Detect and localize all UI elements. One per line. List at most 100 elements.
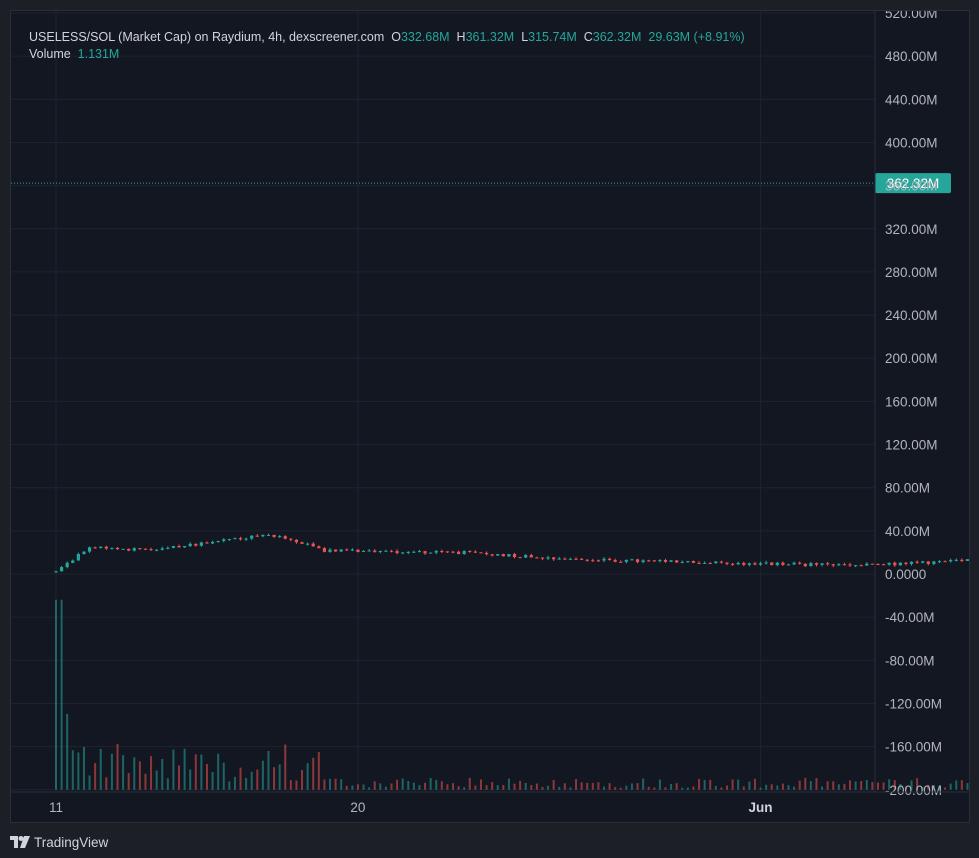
volume-bar bbox=[658, 779, 661, 790]
candle-body bbox=[619, 561, 623, 563]
candle-body bbox=[373, 550, 377, 552]
candle-body bbox=[898, 562, 902, 566]
candle-body bbox=[294, 539, 299, 543]
volume-bar bbox=[390, 783, 393, 790]
volume-bar bbox=[94, 763, 97, 790]
candle-body bbox=[512, 554, 517, 558]
candle-body bbox=[602, 558, 606, 561]
candle-body bbox=[624, 559, 628, 562]
volume-bar bbox=[709, 779, 712, 790]
volume-bar bbox=[502, 784, 505, 790]
candle-body bbox=[244, 538, 248, 540]
volume-bar bbox=[144, 773, 147, 790]
volume-bar bbox=[368, 787, 371, 790]
candle-body bbox=[417, 551, 422, 553]
volume-bar bbox=[904, 786, 907, 790]
y-tick-label: -80.00M bbox=[885, 653, 935, 668]
volume-bar bbox=[401, 778, 404, 790]
volume-bar bbox=[222, 762, 225, 790]
chart-legend: USELESS/SOL (Market Cap) on Raydium, 4h,… bbox=[29, 29, 745, 63]
grid bbox=[11, 11, 875, 792]
volume-bar bbox=[781, 783, 784, 790]
y-tick-label: -200.00M bbox=[885, 783, 942, 798]
volume-bar bbox=[552, 779, 555, 790]
candle-body bbox=[121, 548, 125, 550]
volume-bar bbox=[110, 753, 113, 790]
volume-bar bbox=[686, 787, 689, 790]
candle-body bbox=[65, 562, 69, 568]
candle-body bbox=[317, 546, 321, 549]
volume-bar bbox=[558, 786, 561, 790]
volume-bar bbox=[563, 783, 566, 790]
candle-body bbox=[949, 559, 953, 562]
price-chart[interactable]: 362.32M 520.00M 480.00M 440.00M 400.00M 360.… bbox=[11, 11, 969, 822]
volume-bar bbox=[513, 783, 516, 790]
volume-bar bbox=[301, 769, 304, 790]
volume-bar bbox=[485, 785, 488, 790]
y-tick-label: 0.0000 bbox=[885, 567, 926, 582]
volume-bar bbox=[960, 780, 963, 790]
legend-low-value: 315.74M bbox=[528, 30, 577, 44]
volume-bar bbox=[681, 787, 684, 790]
candle-body bbox=[546, 557, 550, 559]
candle-body bbox=[188, 543, 192, 547]
volume-bar bbox=[932, 785, 935, 790]
candle-body bbox=[652, 560, 656, 562]
volume-bar bbox=[245, 777, 248, 790]
volume-bar bbox=[826, 781, 829, 790]
tradingview-logo-icon bbox=[10, 836, 30, 848]
volume-bar bbox=[284, 744, 287, 790]
volume-bar bbox=[597, 782, 600, 790]
volume-bar bbox=[664, 787, 667, 790]
y-axis[interactable]: 520.00M 480.00M 440.00M 400.00M 360.00M 320.0… bbox=[874, 11, 942, 798]
volume-bar bbox=[116, 744, 119, 790]
volume-bar bbox=[211, 771, 214, 790]
legend-volume-label: Volume bbox=[29, 47, 71, 61]
legend-volume-row: Volume 1.131M bbox=[29, 46, 745, 63]
legend-ohlc-row: USELESS/SOL (Market Cap) on Raydium, 4h,… bbox=[29, 29, 745, 46]
volume-bar bbox=[530, 785, 533, 790]
volume-bar bbox=[899, 783, 902, 790]
volume-bar bbox=[189, 769, 192, 790]
y-tick-label: 240.00M bbox=[885, 308, 938, 323]
volume-bar bbox=[468, 777, 471, 790]
y-tick-label: 480.00M bbox=[885, 49, 938, 64]
volume-bar bbox=[804, 777, 807, 790]
volume-bar bbox=[373, 781, 376, 790]
volume-bar bbox=[295, 780, 298, 790]
candle-body bbox=[814, 563, 819, 565]
candle-body bbox=[937, 561, 942, 563]
legend-high-label: H bbox=[456, 30, 466, 44]
volume-bar bbox=[88, 775, 91, 790]
candle-body bbox=[730, 563, 735, 565]
volume-bar bbox=[809, 781, 812, 790]
volume-bar bbox=[787, 785, 790, 790]
chart-frame[interactable]: 362.32M 520.00M 480.00M 440.00M 400.00M 360.… bbox=[10, 10, 970, 823]
candle-body bbox=[736, 562, 740, 565]
branding[interactable]: TradingView bbox=[10, 832, 108, 852]
legend-volume-value: 1.131M bbox=[77, 47, 120, 61]
volume-bar bbox=[384, 786, 387, 790]
volume-bar bbox=[821, 786, 824, 790]
candle-body bbox=[328, 549, 332, 552]
candle-body bbox=[143, 548, 148, 550]
candle-body bbox=[266, 534, 271, 536]
candle-body bbox=[580, 558, 584, 560]
candle-body bbox=[635, 559, 640, 563]
volume-bar bbox=[949, 783, 952, 790]
candle-body bbox=[171, 546, 176, 548]
candle-body bbox=[306, 543, 310, 545]
x-axis[interactable]: 1120Jun1019Jul1019 bbox=[11, 791, 969, 815]
candle-body bbox=[479, 552, 483, 554]
candle-body bbox=[412, 551, 416, 553]
candle-body bbox=[110, 547, 114, 549]
candle-body bbox=[451, 551, 455, 553]
candle-body bbox=[423, 551, 427, 554]
volume-bar bbox=[407, 781, 410, 790]
volume-bar bbox=[630, 783, 633, 790]
candle-body bbox=[132, 548, 136, 551]
volume-bar bbox=[731, 779, 734, 790]
candle-body bbox=[278, 536, 282, 538]
y-tick-label: -40.00M bbox=[885, 610, 935, 625]
y-tick-label: -160.00M bbox=[885, 740, 942, 755]
